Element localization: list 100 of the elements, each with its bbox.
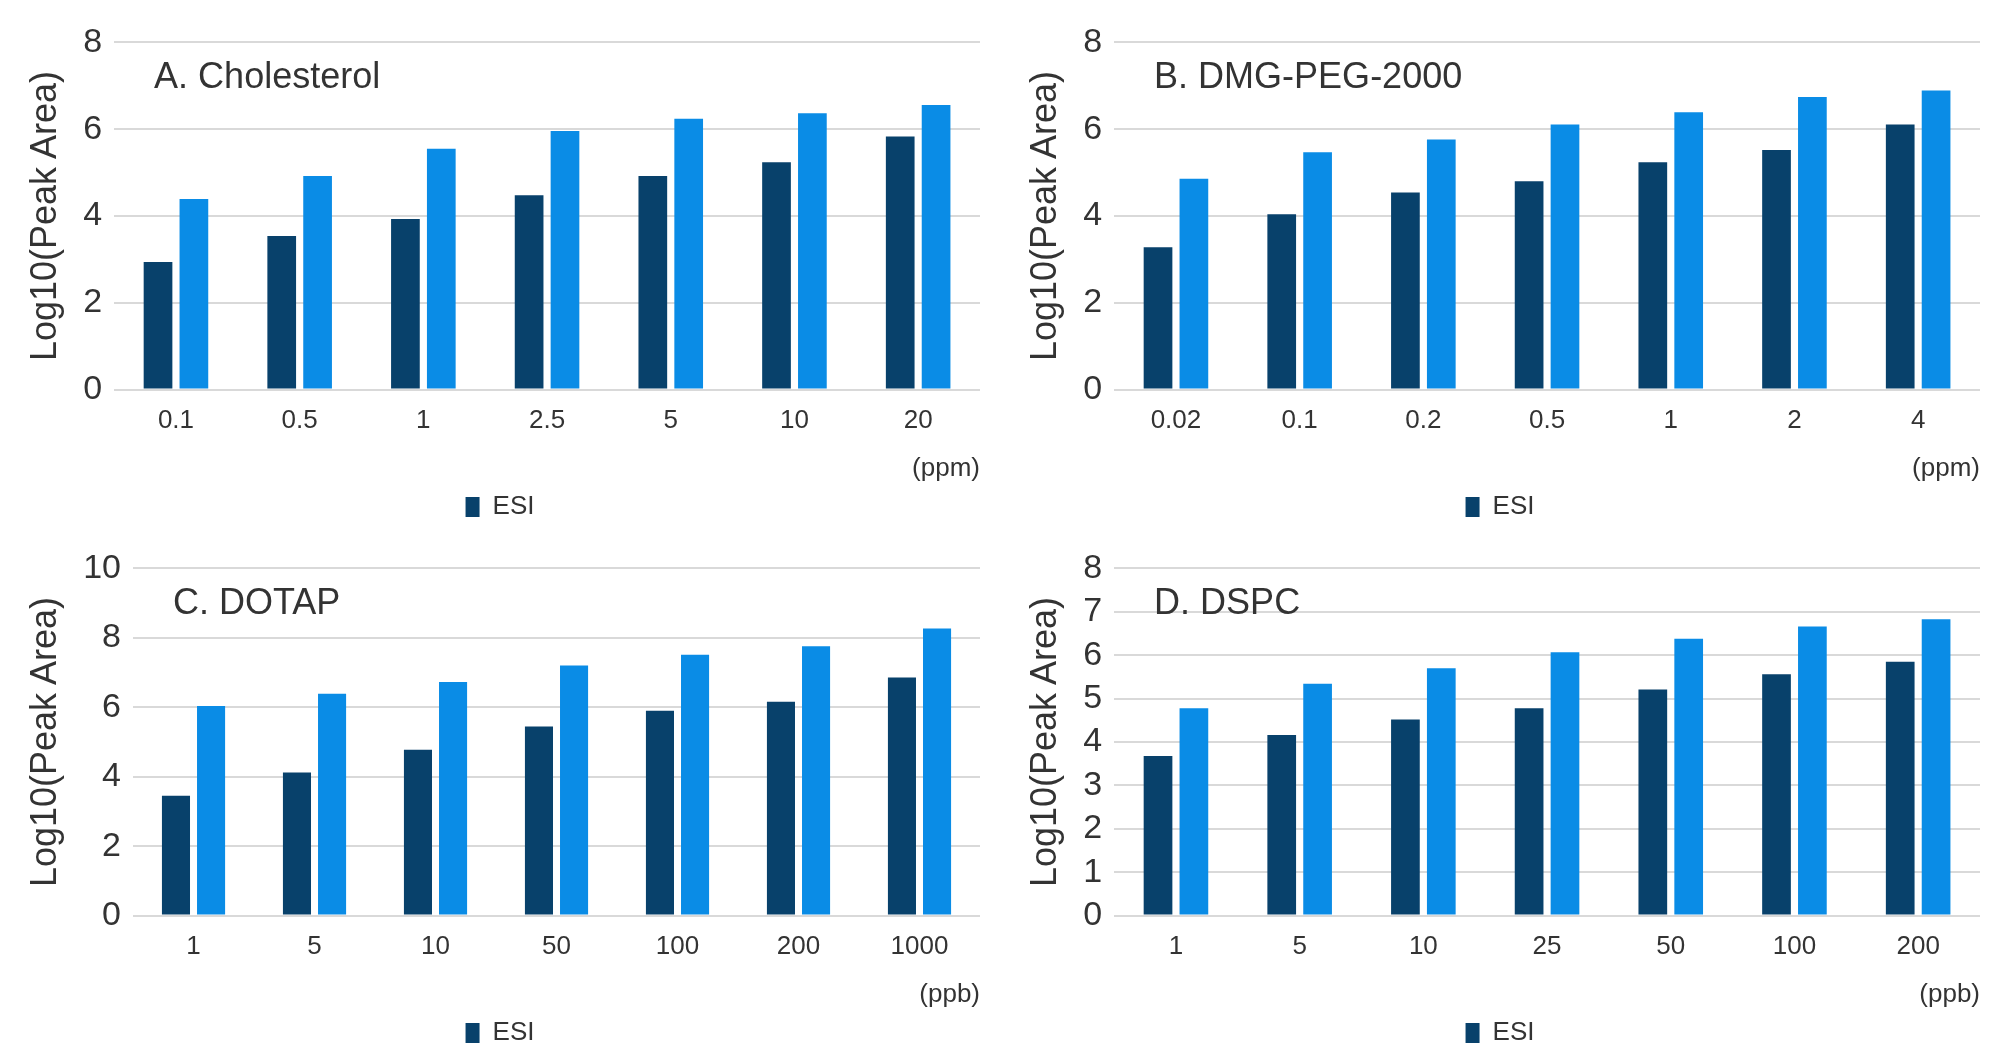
y-tick-label: 4 bbox=[1083, 194, 1103, 233]
y-tick-label: 3 bbox=[1083, 763, 1103, 802]
y-tick-label: 2 bbox=[83, 281, 103, 320]
x-axis-title: (ppb) bbox=[1919, 977, 1980, 1008]
x-axis-title: (ppm) bbox=[912, 451, 980, 482]
bar bbox=[161, 795, 191, 915]
bar bbox=[1514, 181, 1544, 389]
bar bbox=[798, 113, 827, 389]
x-tick-label: 25 bbox=[1532, 930, 1562, 961]
bar bbox=[638, 176, 668, 389]
bar bbox=[1638, 162, 1668, 389]
bar bbox=[318, 693, 347, 915]
bar bbox=[923, 628, 952, 915]
x-tick-label: 50 bbox=[542, 930, 571, 961]
y-tick-label: 8 bbox=[1083, 20, 1103, 59]
y-tick-label: 4 bbox=[1083, 720, 1103, 759]
x-tick-label: 0.1 bbox=[1281, 404, 1318, 435]
x-tick-label: 2.5 bbox=[528, 404, 566, 435]
bar bbox=[1426, 668, 1456, 915]
chart-title: A. Cholesterol bbox=[154, 55, 381, 97]
bar bbox=[1391, 192, 1420, 389]
bar bbox=[1303, 152, 1332, 389]
bar bbox=[282, 772, 312, 915]
bar bbox=[1267, 735, 1297, 915]
x-tick-label: 100 bbox=[1772, 930, 1817, 961]
x-tick-label: 100 bbox=[655, 930, 700, 961]
y-tick-label: 6 bbox=[102, 685, 122, 724]
y-axis-title: Log10(Peak Area) bbox=[22, 70, 64, 362]
bar bbox=[197, 705, 226, 915]
y-tick-label: 2 bbox=[102, 824, 122, 863]
bar bbox=[921, 104, 951, 389]
y-tick-label: 0 bbox=[1083, 893, 1103, 932]
bar bbox=[1762, 150, 1791, 389]
x-tick-label: 1 bbox=[1168, 930, 1184, 961]
x-axis-title: (ppm) bbox=[1912, 451, 1980, 482]
bar bbox=[560, 665, 589, 915]
x-tick-label: 10 bbox=[779, 404, 809, 435]
bar bbox=[1798, 626, 1827, 915]
bar bbox=[1303, 683, 1332, 915]
x-tick-label: 20 bbox=[903, 404, 933, 435]
y-tick-label: 4 bbox=[102, 755, 122, 794]
y-tick-label: 1 bbox=[1083, 850, 1103, 889]
bar bbox=[1391, 719, 1420, 915]
bar bbox=[681, 654, 710, 915]
bar bbox=[766, 701, 795, 915]
bar bbox=[1550, 124, 1580, 389]
bar bbox=[403, 749, 432, 915]
bar bbox=[426, 148, 456, 389]
x-tick-label: 0.2 bbox=[1405, 404, 1442, 435]
y-tick-label: 6 bbox=[83, 107, 103, 146]
x-tick-label: 0.02 bbox=[1150, 404, 1202, 435]
legend-label: ESI bbox=[1492, 490, 1535, 521]
y-tick-label: 2 bbox=[1083, 281, 1103, 320]
y-tick-label: 4 bbox=[83, 194, 103, 233]
y-axis-title: Log10(Peak Area) bbox=[1022, 70, 1064, 362]
bar bbox=[1267, 214, 1297, 389]
bar bbox=[762, 162, 791, 389]
bar bbox=[1514, 708, 1544, 915]
bar bbox=[143, 262, 173, 389]
chart-title: B. DMG-PEG-2000 bbox=[1154, 55, 1463, 97]
bar bbox=[674, 118, 704, 389]
y-tick-label: 0 bbox=[1083, 367, 1103, 406]
y-tick-label: 8 bbox=[1083, 546, 1103, 585]
x-tick-label: 1 bbox=[186, 930, 201, 961]
bar bbox=[1921, 619, 1951, 915]
x-tick-label: 0.1 bbox=[157, 404, 195, 435]
bar bbox=[1638, 689, 1668, 915]
x-tick-label: 4 bbox=[1910, 404, 1926, 435]
legend-label: ESI bbox=[1492, 1016, 1535, 1047]
y-tick-label: 0 bbox=[83, 367, 103, 406]
y-tick-label: 8 bbox=[102, 616, 122, 655]
bar bbox=[802, 646, 831, 915]
bar bbox=[1674, 638, 1704, 915]
bar bbox=[1674, 112, 1704, 389]
bar bbox=[1550, 652, 1580, 915]
bar bbox=[524, 726, 553, 915]
x-tick-label: 1000 bbox=[890, 930, 949, 961]
bar bbox=[303, 176, 332, 389]
y-tick-label: 6 bbox=[1083, 633, 1103, 672]
y-tick-label: 5 bbox=[1083, 676, 1103, 715]
x-tick-label: 5 bbox=[663, 404, 678, 435]
bar bbox=[1179, 178, 1209, 389]
bar bbox=[514, 195, 544, 389]
x-tick-label: 200 bbox=[1896, 930, 1940, 961]
x-tick-label: 5 bbox=[307, 930, 322, 961]
y-axis-title: Log10(Peak Area) bbox=[22, 596, 64, 888]
bar bbox=[887, 677, 916, 915]
bar bbox=[645, 710, 674, 915]
x-tick-label: 2 bbox=[1787, 404, 1802, 435]
bar bbox=[267, 235, 297, 389]
bar bbox=[885, 136, 915, 389]
x-tick-label: 10 bbox=[421, 930, 450, 961]
y-tick-label: 7 bbox=[1083, 590, 1103, 629]
bar bbox=[1885, 124, 1915, 389]
x-axis-title: (ppb) bbox=[919, 977, 980, 1008]
x-tick-label: 0.5 bbox=[281, 404, 318, 435]
bar bbox=[1921, 90, 1951, 389]
bar bbox=[391, 219, 420, 389]
y-tick-label: 8 bbox=[83, 20, 103, 59]
x-tick-label: 10 bbox=[1408, 930, 1438, 961]
